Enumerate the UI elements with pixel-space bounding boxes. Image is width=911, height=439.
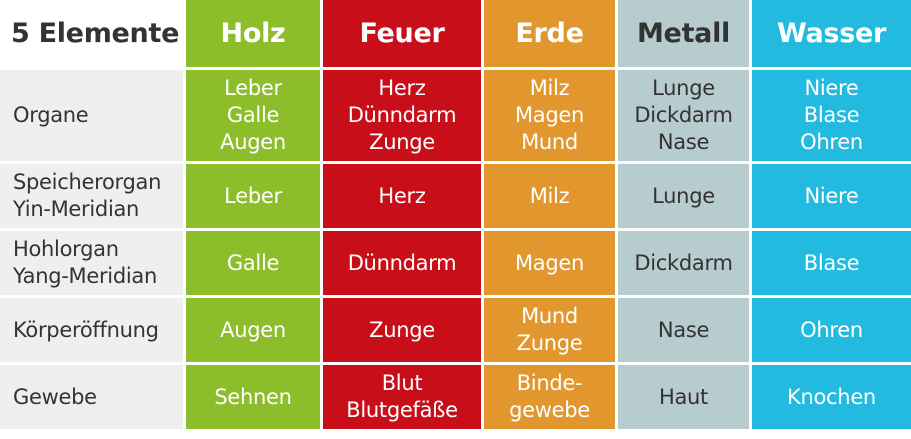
cell-line: Zunge [369, 130, 435, 154]
cell-line: Ohren [800, 317, 863, 342]
cell-line: Zunge [516, 331, 583, 355]
cell-line: Dünndarm [347, 250, 457, 275]
row-label-line: Hohlorgan [13, 237, 119, 261]
cell-line: Blutgefäße [346, 398, 458, 422]
cell-line: Haut [658, 384, 708, 409]
cell-line: Magen [514, 250, 585, 275]
cell-line: Lunge [652, 183, 715, 208]
cell-line: Dünndarm [347, 103, 457, 127]
cell-speicherorgan-metall: Lunge [618, 164, 749, 228]
cell-line: Lunge [652, 76, 715, 100]
cell-gewebe-erde: Binde- gewebe [484, 365, 615, 429]
cell-speicherorgan-feuer: Herz [323, 164, 481, 228]
cell-line: Nase [657, 130, 710, 154]
header-wasser: Wasser [752, 0, 911, 67]
cell-organe-wasser: Niere Blase Ohren [752, 70, 911, 161]
cell-gewebe-feuer: Blut Blutgefäße [323, 365, 481, 429]
row-label-line: Gewebe [13, 384, 97, 409]
cell-line: Augen [220, 317, 286, 342]
cell-line: Knochen [787, 384, 876, 409]
header-label-text: 5 Elemente [11, 17, 180, 49]
cell-speicherorgan-erde: Milz [484, 164, 615, 228]
header-holz-text: Holz [220, 17, 286, 49]
header-label: 5 Elemente [0, 0, 183, 67]
cell-line: Binde- [516, 371, 583, 395]
cell-line: Ohren [800, 130, 863, 154]
cell-line: Leber [224, 183, 282, 208]
cell-line: Blut [381, 371, 423, 395]
cell-koerperoeffnung-feuer: Zunge [323, 298, 481, 362]
cell-koerperoeffnung-erde: Mund Zunge [484, 298, 615, 362]
header-feuer: Feuer [323, 0, 481, 67]
cell-koerperoeffnung-holz: Augen [186, 298, 320, 362]
cell-gewebe-metall: Haut [618, 365, 749, 429]
header-metall: Metall [618, 0, 749, 67]
cell-line: Magen [514, 103, 585, 127]
header-erde: Erde [484, 0, 615, 67]
cell-line: Herz [378, 183, 426, 208]
cell-hohlorgan-feuer: Dünndarm [323, 231, 481, 295]
cell-line: Augen [220, 130, 286, 154]
cell-koerperoeffnung-metall: Nase [618, 298, 749, 362]
cell-line: Niere [804, 76, 859, 100]
cell-line: Blase [803, 103, 860, 127]
row-label-organe: Organe [0, 70, 183, 161]
cell-hohlorgan-erde: Magen [484, 231, 615, 295]
header-metall-text: Metall [636, 17, 731, 49]
header-erde-text: Erde [515, 17, 584, 49]
header-feuer-text: Feuer [359, 17, 445, 49]
cell-line: Zunge [369, 317, 435, 342]
cell-line: Milz [529, 183, 570, 208]
cell-hohlorgan-wasser: Blase [752, 231, 911, 295]
cell-koerperoeffnung-wasser: Ohren [752, 298, 911, 362]
row-label-gewebe: Gewebe [0, 365, 183, 429]
cell-line: Dickdarm [634, 250, 733, 275]
cell-line: Leber [224, 76, 282, 100]
row-label-hohlorgan: Hohlorgan Yang-Meridian [0, 231, 183, 295]
cell-line: Nase [657, 317, 710, 342]
cell-speicherorgan-holz: Leber [186, 164, 320, 228]
row-label-line: Yin-Meridian [13, 197, 140, 221]
cell-speicherorgan-wasser: Niere [752, 164, 911, 228]
row-label-speicherorgan: Speicherorgan Yin-Meridian [0, 164, 183, 228]
cell-organe-holz: Leber Galle Augen [186, 70, 320, 161]
row-label-koerperoeffnung: Körperöffnung [0, 298, 183, 362]
cell-line: Dickdarm [634, 103, 733, 127]
cell-line: Blase [803, 250, 860, 275]
row-label-line: Speicherorgan [13, 170, 162, 194]
cell-line: Sehnen [214, 384, 292, 409]
row-label-line: Körperöffnung [13, 317, 159, 342]
cell-line: Mund [521, 130, 578, 154]
cell-line: Mund [521, 304, 578, 328]
cell-line: gewebe [509, 398, 590, 422]
cell-hohlorgan-metall: Dickdarm [618, 231, 749, 295]
header-holz: Holz [186, 0, 320, 67]
cell-line: Galle [226, 103, 280, 127]
cell-line: Niere [804, 183, 859, 208]
header-wasser-text: Wasser [776, 17, 886, 49]
cell-line: Milz [529, 76, 570, 100]
cell-gewebe-holz: Sehnen [186, 365, 320, 429]
cell-hohlorgan-holz: Galle [186, 231, 320, 295]
row-label-line: Organe [13, 103, 89, 127]
cell-line: Herz [378, 76, 426, 100]
cell-organe-metall: Lunge Dickdarm Nase [618, 70, 749, 161]
cell-gewebe-wasser: Knochen [752, 365, 911, 429]
cell-organe-feuer: Herz Dünndarm Zunge [323, 70, 481, 161]
cell-organe-erde: Milz Magen Mund [484, 70, 615, 161]
cell-line: Galle [226, 250, 280, 275]
row-label-line: Yang-Meridian [13, 264, 157, 288]
